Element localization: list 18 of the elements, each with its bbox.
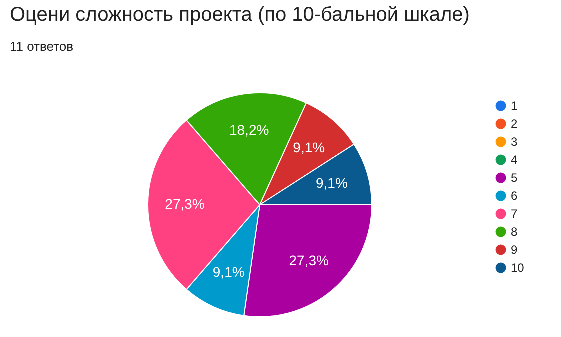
legend-label: 6 xyxy=(511,189,518,203)
data-label: 27,3% xyxy=(165,196,205,212)
legend-label: 10 xyxy=(511,261,525,275)
legend-label: 5 xyxy=(511,171,518,185)
legend-label: 8 xyxy=(511,225,518,239)
data-label: 18,2% xyxy=(229,122,270,138)
data-label: 9,1% xyxy=(212,264,245,280)
data-label: 9,1% xyxy=(316,174,348,191)
data-label: 9,1% xyxy=(293,139,326,156)
legend-label: 2 xyxy=(511,117,518,131)
legend-label: 7 xyxy=(511,207,518,221)
legend-label: 9 xyxy=(511,243,518,257)
chart-title: Оцени сложность проекта (по 10-бальной шкале) xyxy=(10,4,470,26)
legend-label: 3 xyxy=(511,135,518,149)
text: 11 ответов xyxy=(10,39,74,54)
legend-label: 4 xyxy=(511,153,518,167)
data-label: 27,3% xyxy=(289,252,329,269)
legend-label: 1 xyxy=(511,99,518,113)
